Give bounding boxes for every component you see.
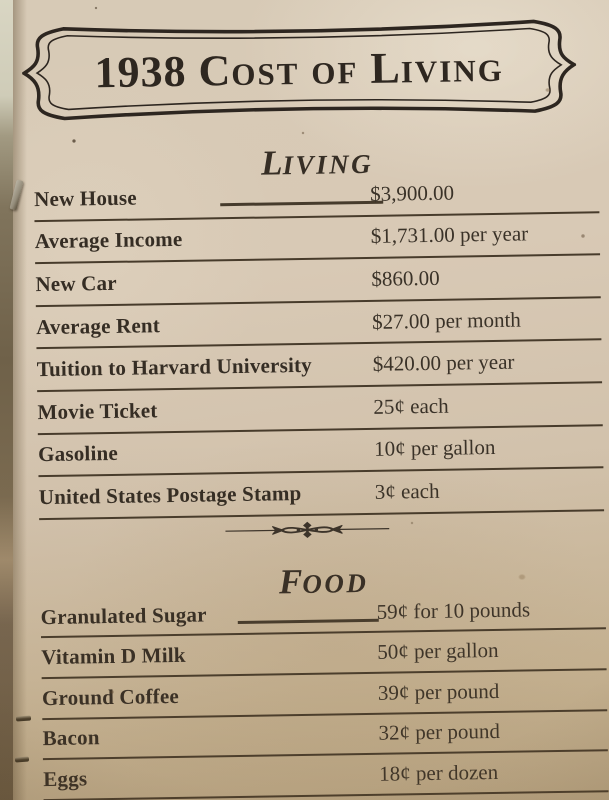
item-value: 3¢ each [374, 478, 440, 504]
section-heading-food: FOOD [3, 540, 609, 625]
title-year: 1938 [94, 46, 187, 98]
title-cost-initial: C [198, 46, 232, 96]
item-label: Average Income [34, 227, 183, 254]
item-label: Vitamin D Milk [41, 642, 186, 670]
item-label: United States Postage Stamp [38, 480, 302, 510]
section-heading-living: LIVING [0, 121, 606, 206]
item-label: Granulated Sugar [40, 602, 207, 629]
item-value: 18¢ per dozen [379, 759, 499, 786]
item-value: 59¢ for 10 pounds [376, 596, 531, 624]
item-value: $1,731.00 per year [370, 221, 529, 249]
item-label: New House [33, 185, 138, 211]
item-value: 50¢ per gallon [377, 638, 499, 664]
item-label: Bacon [42, 725, 100, 751]
fleuron-divider-icon [224, 521, 389, 538]
table-row: Eggs 18¢ per dozen [42, 751, 609, 800]
item-label: Gasoline [37, 441, 119, 467]
item-label: Movie Ticket [37, 398, 158, 424]
item-label: Eggs [43, 766, 88, 792]
title-of: OF [311, 55, 359, 91]
page-title: 1938 C OST OF L IVING [21, 14, 577, 127]
item-value: 10¢ per gallon [373, 435, 496, 462]
item-value: $27.00 per month [371, 307, 521, 334]
item-value: 25¢ each [373, 393, 449, 419]
item-label: Average Rent [35, 312, 161, 339]
item-value: $420.00 per year [372, 349, 515, 377]
item-value: $3,900.00 [369, 180, 455, 206]
title-cost-rest: OST [231, 55, 300, 93]
item-value: 39¢ per pound [377, 678, 500, 705]
food-price-table: Granulated Sugar 59¢ for 10 pounds Vitam… [40, 588, 609, 800]
living-price-table: New House $3,900.00 Average Income $1,73… [33, 170, 605, 520]
item-value: $860.00 [371, 265, 440, 291]
title-living-rest: IVING [400, 52, 505, 90]
table-row: United States Postage Stamp 3¢ each [38, 468, 605, 520]
title-banner: 1938 C OST OF L IVING [21, 14, 577, 127]
item-label: Ground Coffee [41, 683, 180, 710]
item-label: New Car [35, 270, 117, 297]
title-living-initial: L [369, 43, 402, 93]
item-value: 32¢ per pound [378, 719, 501, 746]
item-label: Tuition to Harvard University [36, 352, 313, 382]
